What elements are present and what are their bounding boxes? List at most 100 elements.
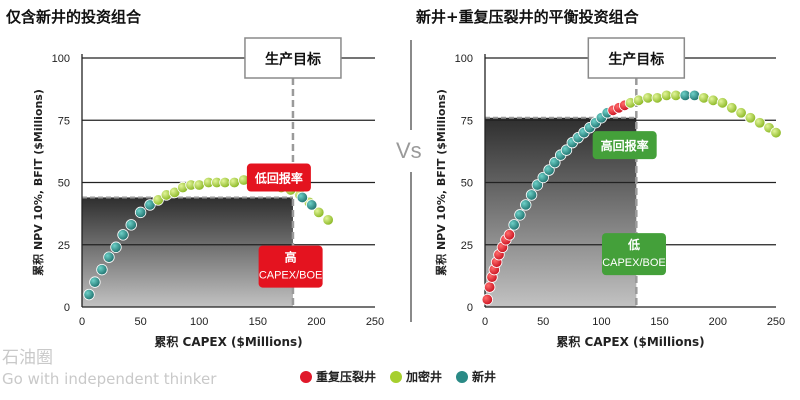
right-x-axis-title: 累积 CAPEX ($Millions) [556,334,704,349]
legend-item-refrac: 重复压裂井 [300,368,376,385]
left-point-new [110,241,122,253]
right-callout-cost-box [601,233,666,276]
legend: 重复压裂井 加密井 新井 [300,368,510,385]
right-point-new [543,164,555,176]
left-point-infill [193,179,205,191]
right-point-new [531,179,544,191]
legend-label-refrac: 重复压裂井 [316,370,377,384]
left-point-new [103,251,115,263]
right-point-new [549,156,561,169]
left-x-tick-label: 200 [307,316,325,328]
left-point-new [296,191,309,204]
watermark-tagline: Go with independent thinker [2,370,217,388]
right-callout-cost-sublabel: CAPEX/BOE [602,257,666,269]
right-y-tick-label: 75 [461,115,473,127]
right-point-new [508,219,520,231]
right-point-new [688,89,701,102]
right-y-tick-label: 0 [467,302,473,314]
right-y-tick-label: 100 [455,53,473,65]
divider-bottom [410,172,412,322]
right-y-axis-title: 累积 NPV 10%, BFIT ($Millions) [434,89,448,276]
left-point-new [89,276,101,288]
left-y-tick-label: 75 [58,115,70,127]
left-point-new [134,206,147,219]
left-x-tick-label: 250 [366,316,384,328]
left-point-infill [322,214,334,226]
left-target-box [244,37,342,79]
right-target-label: 生产目标 [608,51,664,68]
right-callout-cost-label: 低 [627,237,640,252]
left-callout-cost-label: 高 [285,250,297,265]
right-callout-return-box [592,131,657,160]
legend-label-new: 新井 [472,370,497,384]
left-x-axis-title: 累积 CAPEX ($Millions) [154,334,302,349]
left-y-tick-label: 0 [64,302,70,314]
right-x-tick-label: 100 [592,316,610,328]
legend-dot-new [456,370,469,383]
right-x-tick-label: 150 [650,316,668,328]
right-point-refrac [481,293,494,306]
vs-label: Vs [396,138,422,163]
left-y-tick-label: 50 [58,178,70,190]
left-callout-return-label: 低回报率 [254,171,303,186]
right-callout-return-label: 高回报率 [601,138,649,153]
left-y-axis-title: 累积 NPV 10%, BFIT ($Millions) [31,89,45,276]
left-point-infill [313,206,325,219]
right-chart: 0 25 50 75 100 0 50 100 150 200 250 累积 CAPEX ($Mill… [434,37,785,349]
right-point-infill [726,102,738,114]
right-point-infill [735,107,747,119]
left-x-tick-label: 150 [249,316,267,328]
right-point-refrac [483,281,496,293]
legend-item-infill: 加密井 [390,368,442,385]
right-x-tick-label: 200 [709,316,727,328]
right-point-infill [698,92,710,104]
left-chart-title: 仅含新井的投资组合 [6,8,142,26]
left-callout-cost-sublabel: CAPEX/BOE [259,270,323,282]
right-point-new [525,189,538,201]
right-chart-title: 新井+重复压裂井的平衡投资组合 [416,8,639,26]
right-x-tick-label: 50 [537,316,549,328]
left-x-tick-label: 100 [190,316,208,328]
right-y-tick-label: 25 [461,240,473,252]
right-y-tick-label: 50 [461,178,473,190]
right-point-new [560,144,573,156]
left-chart: 0 25 50 75 100 0 50 100 150 200 250 累积 CAPEX ($Mill… [31,37,384,349]
left-point-new [306,199,318,211]
right-point-new [537,171,549,184]
right-point-refrac [503,229,516,241]
right-point-infill [707,94,719,107]
left-y-tick-label: 25 [58,240,70,252]
left-callout-cost-box [258,245,323,288]
left-y-tick-label: 100 [52,53,70,65]
left-x-tick-label: 0 [79,316,85,328]
legend-dot-infill [390,370,403,383]
left-point-infill [168,186,181,199]
right-x-tick-label: 0 [482,316,488,328]
left-x-tick-label: 50 [134,316,146,328]
left-point-infill [152,194,164,206]
left-point-new [144,199,156,211]
right-point-infill [770,126,782,139]
right-target-box [587,37,686,79]
divider-top [410,40,412,130]
right-point-infill [754,117,766,129]
left-point-new [117,229,129,241]
left-point-infill [228,176,241,189]
right-point-new [520,199,532,211]
right-point-new [514,209,526,221]
left-callout-return-box [246,163,311,192]
legend-label-infill: 加密井 [406,370,443,384]
left-point-new [125,219,137,231]
right-point-infill [651,92,663,104]
legend-dot-refrac [300,370,312,383]
left-point-new [96,263,108,276]
right-point-infill [716,97,729,109]
right-point-infill [632,94,645,107]
right-x-tick-label: 250 [767,316,785,328]
left-point-new [83,288,95,301]
watermark-brand: 石油圈 [2,348,53,368]
right-point-infill [744,112,757,124]
left-target-label: 生产目标 [265,51,321,68]
legend-item-new: 新井 [456,368,496,385]
